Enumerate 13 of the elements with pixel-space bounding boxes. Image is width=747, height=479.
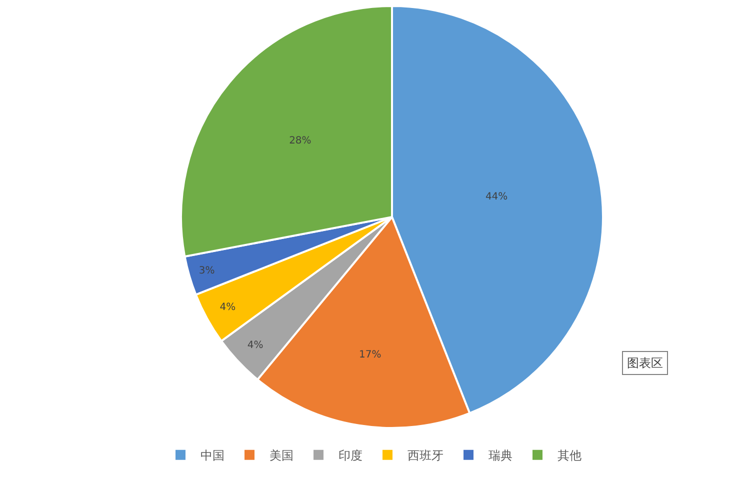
legend-label: 瑞典	[488, 448, 512, 463]
legend-label: 中国	[200, 448, 224, 463]
data-label: 28%	[289, 136, 312, 147]
data-label: 4%	[220, 302, 236, 313]
data-label: 3%	[198, 265, 215, 276]
legend-label: 印度	[338, 448, 362, 463]
data-label: 44%	[485, 192, 508, 203]
legend-label: 其他	[558, 448, 582, 463]
text: 图表区	[627, 356, 663, 370]
data-label: 17%	[359, 350, 382, 361]
data-label: 4%	[247, 340, 264, 351]
legend-label: 西班牙	[408, 448, 444, 463]
legend-label: 美国	[270, 448, 294, 463]
